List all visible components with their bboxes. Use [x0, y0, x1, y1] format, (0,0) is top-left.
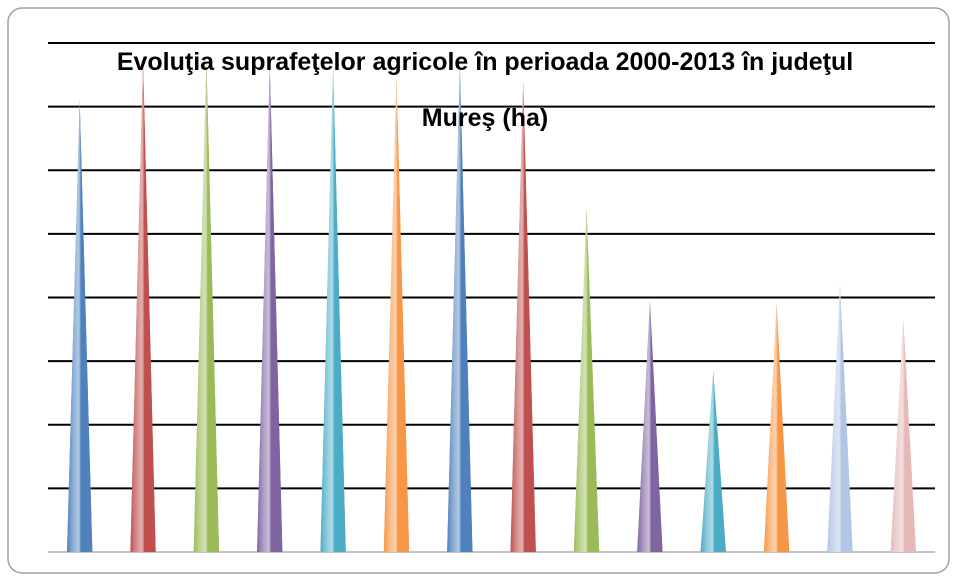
- bar-shading: [890, 319, 916, 552]
- bar-shading: [510, 81, 536, 553]
- bar-shading: [193, 58, 220, 552]
- bar-shading: [67, 100, 93, 552]
- chart-title: Evoluţia suprafeţelor agricole în perioa…: [116, 48, 854, 132]
- bar-shading: [447, 65, 473, 553]
- bar-shading: [637, 300, 663, 552]
- bar-shading: [573, 208, 600, 553]
- bar-shading: [383, 77, 410, 553]
- bar-shading: [827, 284, 853, 552]
- bar-shading: [763, 303, 790, 552]
- bar-shading: [320, 68, 346, 552]
- bar-shading: [700, 370, 726, 552]
- bar-shading: [257, 65, 283, 553]
- bar-shading: [130, 62, 156, 553]
